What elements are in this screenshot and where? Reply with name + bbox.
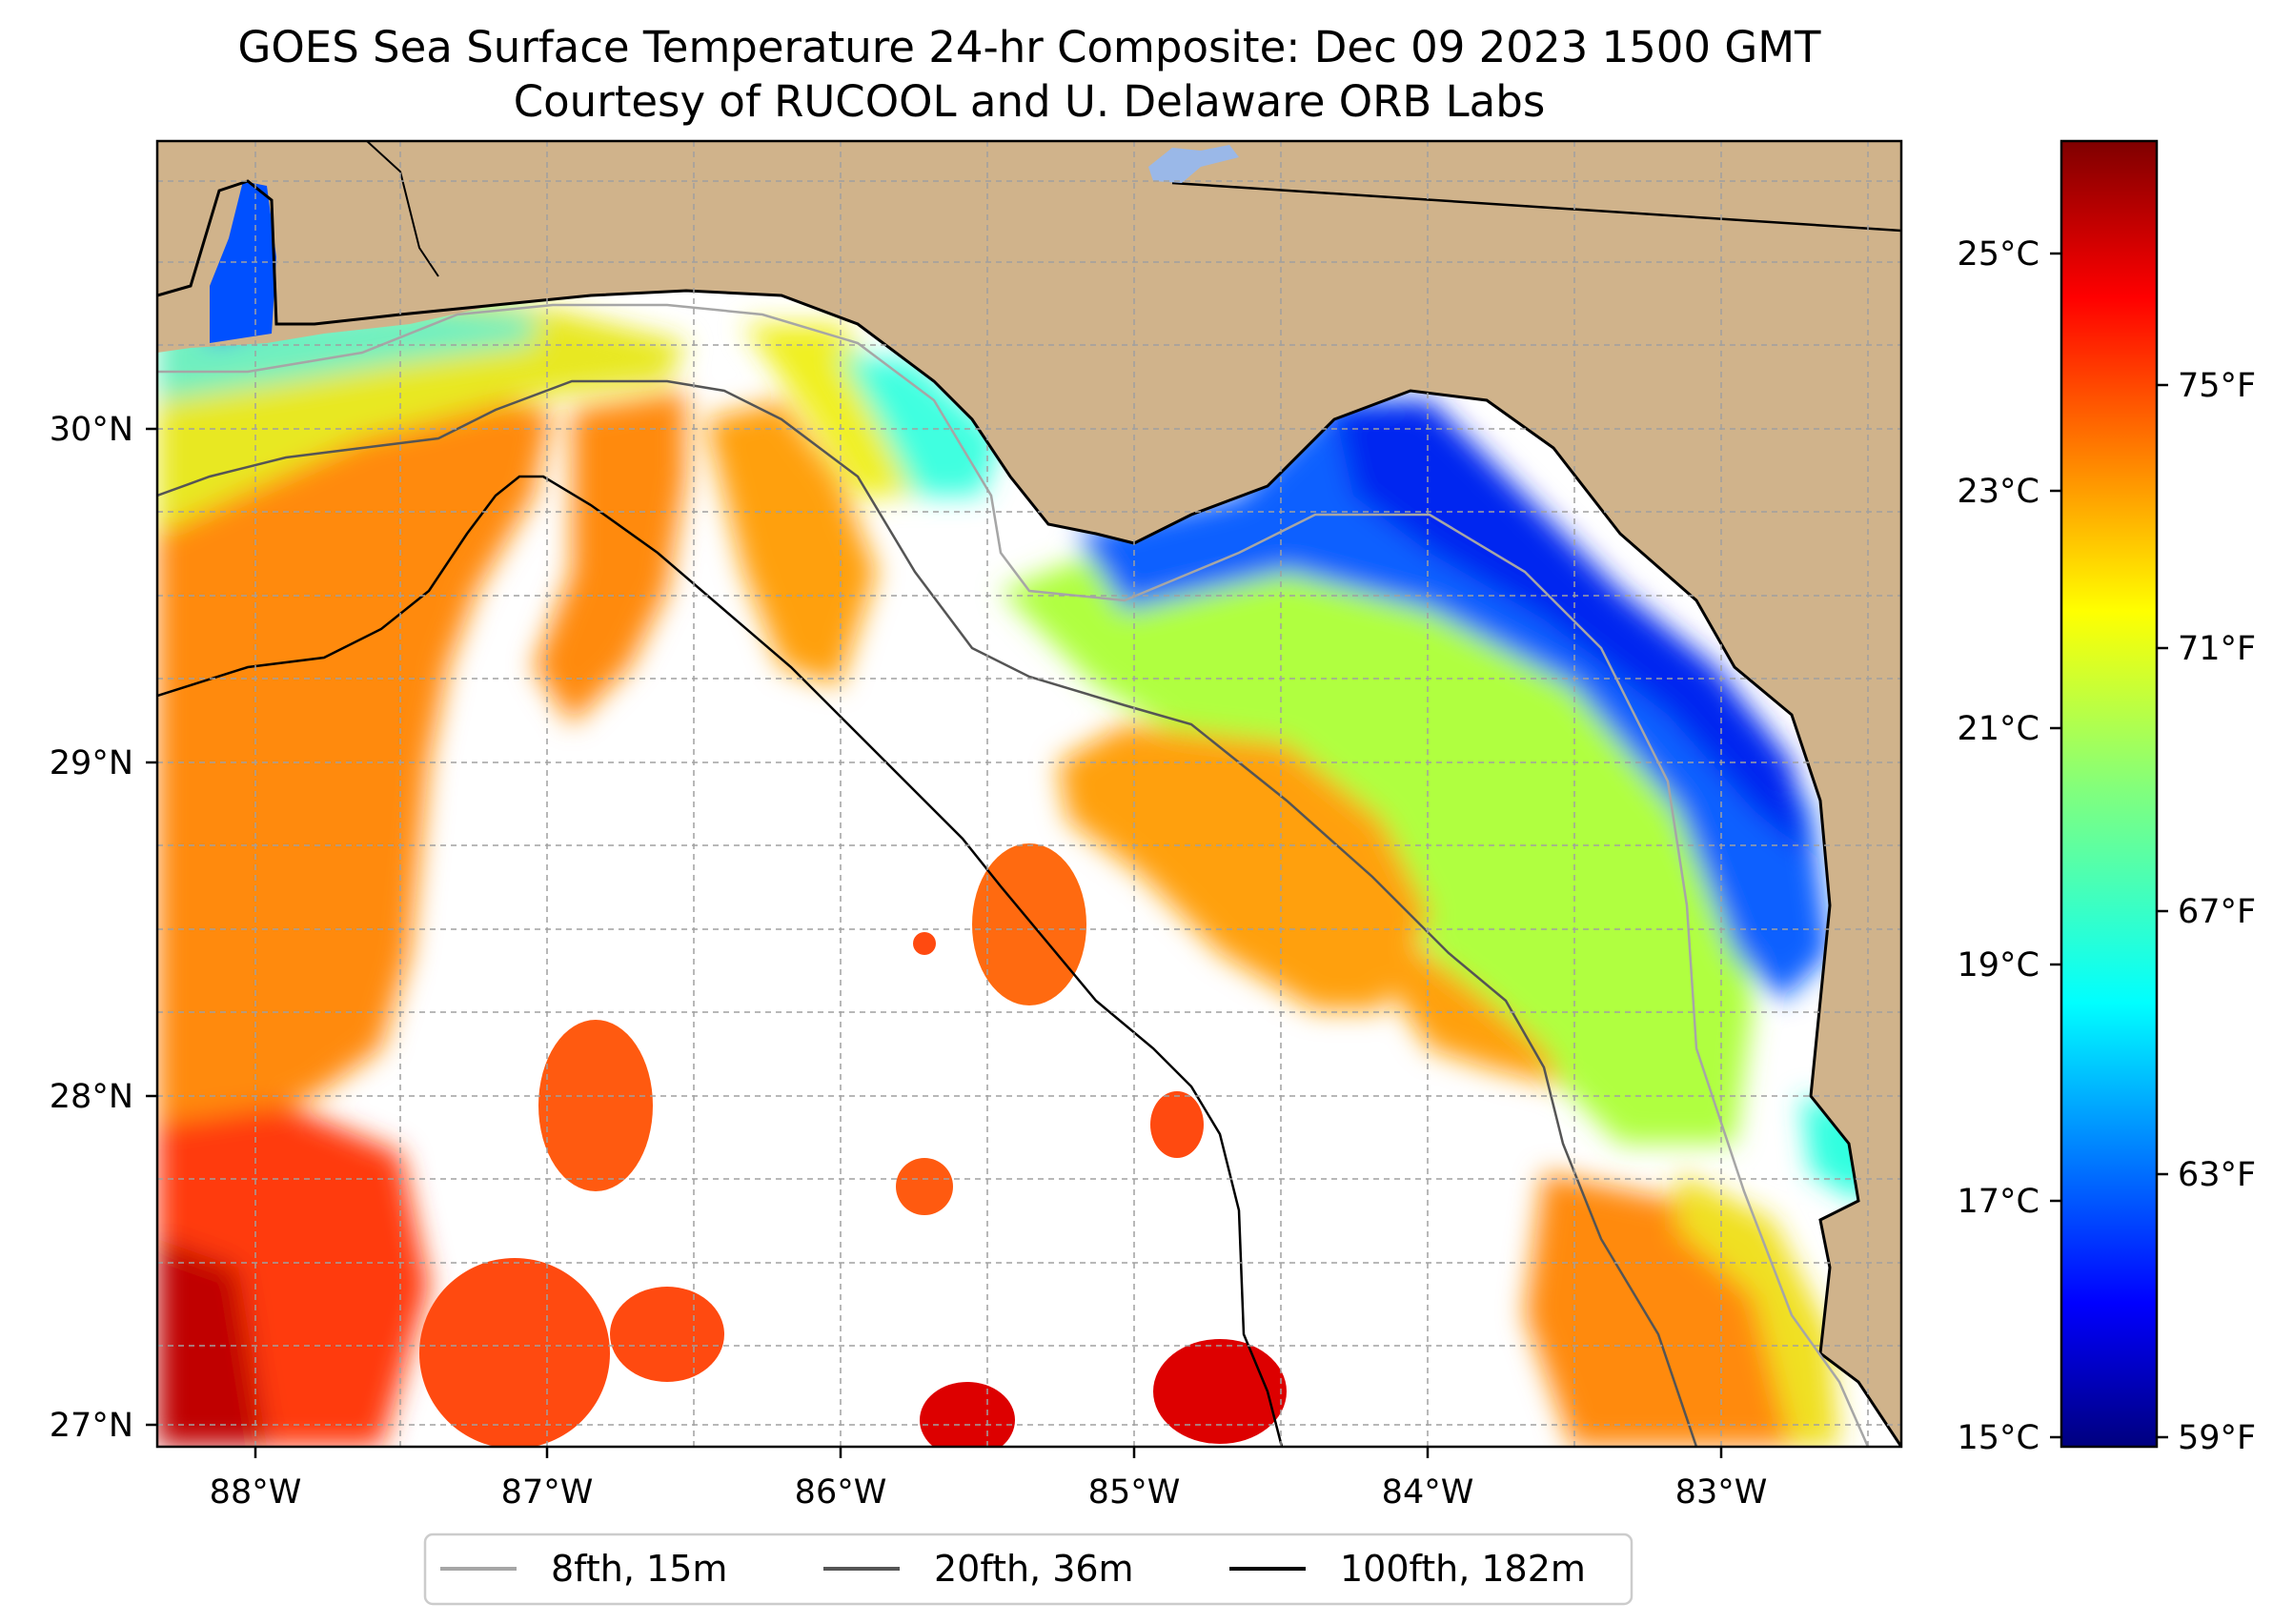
sst-patch-8	[1153, 1339, 1287, 1444]
sst-central-north-orange	[534, 391, 686, 724]
sst-patch-5	[419, 1258, 610, 1447]
state-boundary-ga-fl	[1171, 181, 1901, 233]
lat-label-30n: 30°N	[50, 411, 133, 449]
land-mass	[157, 141, 1901, 1447]
legend-label-20fth: 20fth, 36m	[934, 1548, 1134, 1590]
isobath-legend: 8fth, 15m 20fth, 36m 100fth, 182m	[423, 1533, 1634, 1606]
colorbar-label-67f: 67°F	[2178, 893, 2256, 931]
colorbar-label-71f: 71°F	[2178, 630, 2256, 668]
sst-west-florida-orange	[1372, 915, 1563, 1086]
colorbar-label-23c: 23°C	[1958, 473, 2039, 511]
lat-label-29n: 29°N	[50, 744, 133, 782]
legend-label-8fth: 8fth, 15m	[551, 1548, 727, 1590]
map-subtitle: Courtesy of RUCOOL and U. Delaware ORB L…	[514, 76, 1546, 127]
sst-patch-4	[538, 1020, 653, 1191]
colorbar-label-15c: 15°C	[1958, 1419, 2039, 1457]
lon-axis: 88°W 87°W 86°W 85°W 84°W 83°W	[210, 1447, 1768, 1512]
colorbar-label-25c: 25°C	[1958, 235, 2039, 274]
lon-label-83w: 83°W	[1675, 1473, 1768, 1512]
sst-central-orange	[1058, 724, 1430, 1010]
legend-box	[423, 1533, 1634, 1606]
lon-label-84w: 84°W	[1382, 1473, 1474, 1512]
lat-axis: 30°N 29°N 28°N 27°N	[50, 411, 157, 1445]
sst-patch-7	[920, 1382, 1015, 1447]
sst-patch-2	[1150, 1091, 1204, 1158]
sst-bend-yellow	[743, 324, 934, 496]
lat-label-27n: 27°N	[50, 1407, 133, 1445]
map-area[interactable]	[157, 141, 1901, 1458]
colorbar-label-75f: 75°F	[2178, 367, 2256, 405]
sst-southeast-orange	[1525, 1172, 1811, 1447]
sst-data-layer	[157, 181, 1897, 1447]
isobath-20fth	[157, 379, 1698, 1447]
lon-label-85w: 85°W	[1088, 1473, 1181, 1512]
colorbar-label-59f: 59°F	[2178, 1419, 2256, 1457]
sst-patch-3	[896, 1158, 953, 1215]
sst-southeast-yellow	[1677, 1172, 1839, 1447]
state-boundary	[366, 141, 439, 277]
lon-label-86w: 86°W	[795, 1473, 887, 1512]
lon-label-87w: 87°W	[501, 1473, 594, 1512]
sst-patch-6	[610, 1287, 724, 1382]
inland-lake	[1148, 145, 1239, 183]
colorbar-gradient	[2060, 139, 2159, 1449]
colorbar-label-19c: 19°C	[1958, 946, 2039, 985]
sst-bigbend-deepblue	[1334, 400, 1811, 858]
colorbar-label-21c: 21°C	[1958, 710, 2039, 748]
map-frame	[155, 139, 1903, 1449]
colorbar: 25°C 23°C 21°C 19°C 17°C 15°C 75°F 71°F …	[1958, 139, 2256, 1457]
isobath-8fth	[157, 303, 1870, 1447]
colorbar-label-63f: 63°F	[2178, 1156, 2256, 1194]
lat-label-28n: 28°N	[50, 1078, 133, 1116]
lon-label-88w: 88°W	[210, 1473, 302, 1512]
sst-panhandle-cyan	[839, 353, 1001, 496]
sst-offshore-patches	[419, 843, 1287, 1447]
colorbar-celsius-ticks	[2050, 252, 2061, 1439]
colorbar-fahrenheit-ticks	[2157, 383, 2168, 1439]
sst-patch-9	[913, 932, 936, 955]
coastline	[157, 179, 1901, 1447]
isobath-100fth	[157, 475, 1284, 1447]
sst-patch-1	[972, 843, 1086, 1005]
sst-bend-orange	[705, 400, 877, 686]
colorbar-label-17c: 17°C	[1958, 1183, 2039, 1221]
sst-southwest-darkred	[157, 1239, 267, 1447]
map-title: GOES Sea Surface Temperature 24-hr Compo…	[237, 22, 1821, 72]
legend-label-100fth: 100fth, 182m	[1340, 1548, 1586, 1590]
graticule	[157, 141, 1901, 1447]
sst-bigbend-blue	[1077, 400, 1830, 1001]
